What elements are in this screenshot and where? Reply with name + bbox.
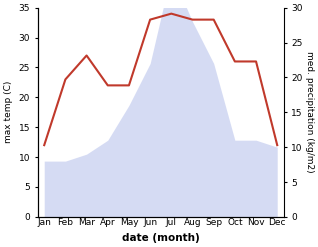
Y-axis label: max temp (C): max temp (C): [4, 81, 13, 144]
X-axis label: date (month): date (month): [122, 233, 200, 243]
Y-axis label: med. precipitation (kg/m2): med. precipitation (kg/m2): [305, 51, 314, 173]
